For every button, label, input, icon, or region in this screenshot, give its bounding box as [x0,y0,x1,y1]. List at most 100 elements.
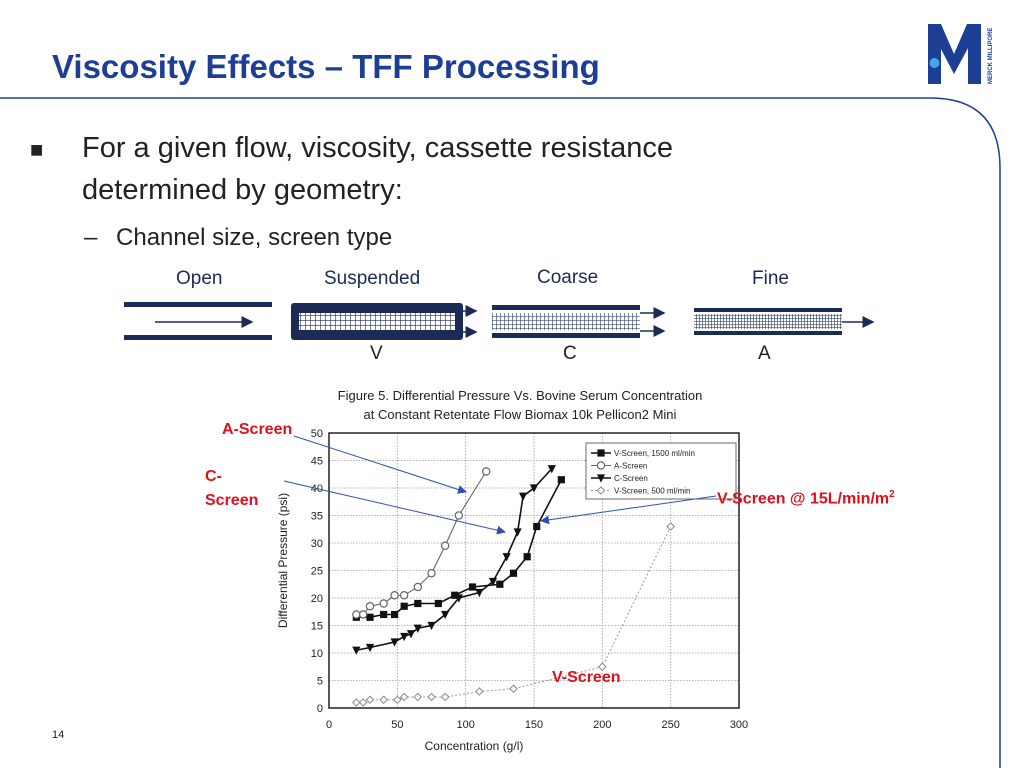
data-point [413,692,423,702]
data-point [441,610,450,620]
annotation-superscript: 2 [889,489,895,500]
data-point [427,569,436,578]
x-tick-label: 0 [326,719,332,731]
channel-letter-v: V [370,343,383,364]
data-point [451,591,459,599]
x-tick-label: 150 [525,719,543,731]
data-point [502,553,511,562]
coarse-screen-diagram [492,305,666,338]
data-point [454,594,463,603]
data-point [379,599,388,608]
channel-label-fine: Fine [752,268,789,289]
dash-marker: – [84,224,98,251]
data-point [365,643,375,653]
sub-bullet-text: Channel size, screen type [116,224,393,251]
chart-legend: V-Screen, 1500 ml/min A-Screen C-Screen V-S… [585,442,737,500]
data-point [352,610,361,619]
annotation-arrow [283,480,506,535]
logo-m-icon [928,24,981,84]
data-point [414,599,422,608]
channel-letter-a: A [758,343,771,364]
sub-bullet-item: – Channel size, screen type [84,224,392,252]
x-tick-label: 300 [730,719,748,731]
fine-screen-diagram [694,308,875,335]
data-point [366,613,374,621]
series-circle [352,467,491,619]
data-point [390,638,399,647]
data-point [434,599,442,608]
data-point [596,474,606,483]
legend-label: C-Screen [614,474,648,483]
y-tick-label: 10 [311,648,323,660]
channel-label-suspended: Suspended [324,268,421,289]
annotation-a-screen: A-Screen [222,421,293,438]
data-point [390,591,399,600]
data-point [509,569,518,577]
data-point [413,624,422,633]
page-title: Viscosity Effects – TFF Processing [52,48,600,85]
series-line [356,468,553,652]
data-point [427,621,436,631]
data-point [475,588,484,598]
annotation-v-screen-15: V-Screen @ 15L/min/m2 [717,489,895,508]
data-point [379,695,388,705]
data-point [547,465,556,474]
annotation-v-screen-15-text: V-Screen @ 15L/min/m [717,490,890,508]
page-number: 14 [52,729,65,741]
data-point [529,484,539,493]
annotation-arrow [293,435,467,494]
data-point [509,684,518,694]
plot-frame [328,432,740,709]
channel-letter-c: C [563,343,577,364]
series-tri-down [352,465,556,655]
x-tick-label: 100 [456,719,474,731]
data-point [598,662,607,672]
data-point [380,610,388,619]
y-tick-label: 30 [311,538,323,550]
data-point [533,522,541,531]
y-tick-label: 20 [311,593,323,605]
y-tick-label: 50 [311,428,323,440]
annotation-v-screen-low: V-Screen [552,669,621,686]
data-point [468,583,477,591]
data-point [596,486,606,495]
data-point [400,602,408,610]
data-point [496,580,504,588]
data-point [352,698,361,707]
y-axis-label: Differential Pressure (psi) [276,493,290,628]
data-point [454,511,464,520]
legend-label: A-Screen [614,462,647,471]
data-point [393,695,402,705]
data-point [358,610,368,619]
data-point [440,541,450,550]
annotation-arrow [540,495,717,525]
merck-millipore-logo: MERCK MILLIPORE [922,18,1002,88]
channel-label-open: Open [176,268,223,289]
bullet-text: For a given flow, viscosity, cassette re… [82,132,673,206]
series-line [356,471,487,616]
data-point [481,467,491,476]
annotation-c-screen: C- Screen [205,468,259,509]
data-point [406,630,416,639]
data-point [365,695,375,705]
data-point [557,476,565,484]
chart-subtitle: at Constant Retentate Flow Biomax 10k Pe… [363,407,677,422]
x-tick-label: 50 [391,719,403,731]
data-point [352,646,361,655]
data-point [523,553,531,561]
suspended-screen-diagram [291,303,478,340]
y-tick-label: 5 [317,676,323,688]
data-point [597,449,605,457]
chart-title-block: Figure 5. Differential Pressure Vs. Bovi… [290,386,750,424]
data-point [488,577,498,587]
annotation-arrows [283,435,717,535]
y-tick-label: 45 [311,456,323,468]
data-point [400,632,409,642]
data-point [391,610,399,619]
data-point [365,602,375,611]
y-tick-label: 25 [311,566,323,578]
y-tick-label: 35 [311,511,323,523]
data-point [518,492,528,501]
data-point [427,692,436,702]
